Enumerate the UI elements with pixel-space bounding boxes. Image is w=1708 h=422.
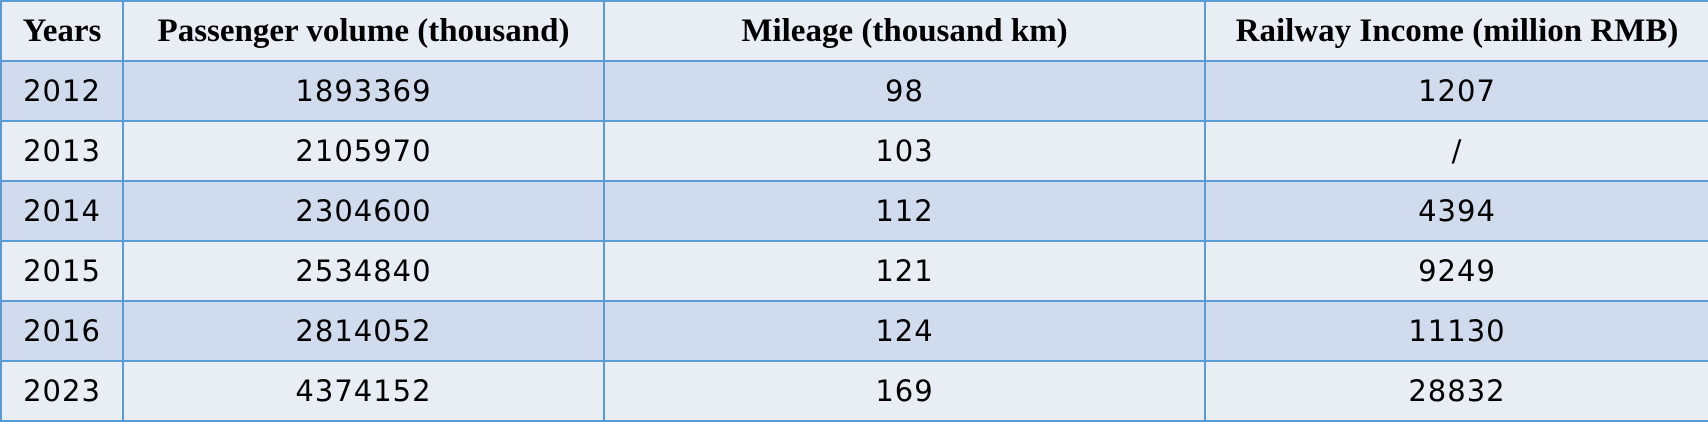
- table-row: 2013 2105970 103 /: [0, 120, 1708, 182]
- cell-mileage: 98: [603, 60, 1206, 122]
- cell-year: 2023: [0, 360, 124, 422]
- cell-railway-income: 9249: [1204, 240, 1708, 302]
- header-railway-income: Railway Income (million RMB): [1204, 0, 1708, 62]
- cell-year: 2012: [0, 60, 124, 122]
- cell-year: 2014: [0, 180, 124, 242]
- cell-passenger-volume: 4374152: [122, 360, 605, 422]
- cell-railway-income: 28832: [1204, 360, 1708, 422]
- cell-year: 2013: [0, 120, 124, 182]
- table-row: 2012 1893369 98 1207: [0, 60, 1708, 122]
- table-row: 2014 2304600 112 4394: [0, 180, 1708, 242]
- table-row: 2023 4374152 169 28832: [0, 360, 1708, 422]
- cell-passenger-volume: 2534840: [122, 240, 605, 302]
- header-passenger-volume: Passenger volume (thousand): [122, 0, 605, 62]
- cell-mileage: 103: [603, 120, 1206, 182]
- cell-mileage: 169: [603, 360, 1206, 422]
- cell-passenger-volume: 2814052: [122, 300, 605, 362]
- cell-passenger-volume: 2105970: [122, 120, 605, 182]
- cell-year: 2015: [0, 240, 124, 302]
- header-row: Years Passenger volume (thousand) Mileag…: [0, 0, 1708, 62]
- table-body: 2012 1893369 98 1207 2013 2105970 103 / …: [0, 60, 1708, 422]
- cell-mileage: 124: [603, 300, 1206, 362]
- header-mileage: Mileage (thousand km): [603, 0, 1206, 62]
- cell-year: 2016: [0, 300, 124, 362]
- cell-railway-income: 11130: [1204, 300, 1708, 362]
- header-years: Years: [0, 0, 124, 62]
- cell-passenger-volume: 1893369: [122, 60, 605, 122]
- cell-mileage: 121: [603, 240, 1206, 302]
- cell-passenger-volume: 2304600: [122, 180, 605, 242]
- cell-railway-income: /: [1204, 120, 1708, 182]
- cell-mileage: 112: [603, 180, 1206, 242]
- table-row: 2016 2814052 124 11130: [0, 300, 1708, 362]
- cell-railway-income: 1207: [1204, 60, 1708, 122]
- cell-railway-income: 4394: [1204, 180, 1708, 242]
- table-row: 2015 2534840 121 9249: [0, 240, 1708, 302]
